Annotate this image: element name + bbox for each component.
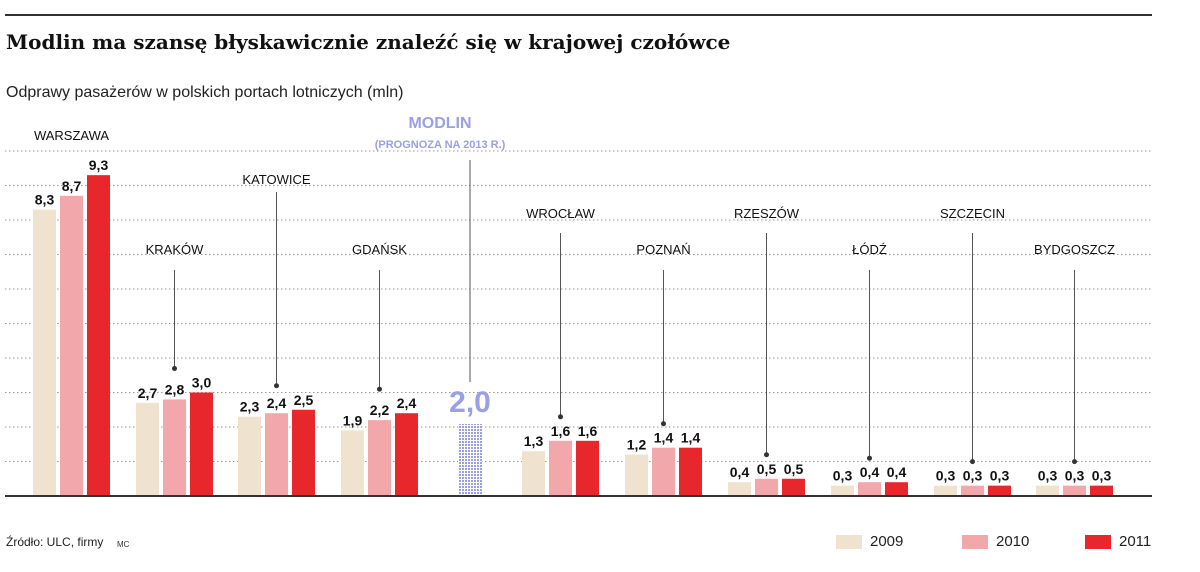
data-label: 8,7 <box>62 178 82 194</box>
leader-dot <box>764 452 769 458</box>
bar-2009 <box>522 451 545 496</box>
bar-2010 <box>549 440 572 496</box>
bar-2010 <box>368 420 391 496</box>
legend-label-2011: 2011 <box>1119 533 1152 550</box>
bar-2011 <box>885 482 908 496</box>
leader-dot <box>970 459 975 465</box>
category-label: BYDGOSZCZ <box>1034 242 1115 257</box>
leader-dot <box>274 383 279 389</box>
category-label: RZESZÓW <box>734 206 800 221</box>
legend-swatch-2011 <box>1085 535 1111 549</box>
source-note: Źródło: ULC, firmy <box>6 535 104 549</box>
data-label: 1,6 <box>551 423 571 439</box>
bar-2009 <box>1036 485 1059 496</box>
data-label: 9,3 <box>89 157 109 173</box>
bar-2010 <box>755 478 778 496</box>
bar-2009 <box>625 454 648 496</box>
data-label: 2,2 <box>370 402 390 418</box>
chart-title: Modlin ma szansę błyskawicznie znaleźć s… <box>6 30 731 54</box>
data-label: 2,4 <box>267 395 287 411</box>
data-label: 0,5 <box>784 461 804 477</box>
data-label: 1,4 <box>654 430 674 446</box>
data-label: 2,4 <box>397 395 417 411</box>
data-label: 0,4 <box>860 464 880 480</box>
category-label: POZNAŃ <box>636 242 690 257</box>
bar-2009 <box>238 416 261 496</box>
bar-2011 <box>679 447 702 496</box>
data-label: 2,5 <box>294 392 314 408</box>
bar-2010 <box>858 482 881 496</box>
bar-2009 <box>728 482 751 496</box>
bar-2010 <box>60 195 83 496</box>
legend-label-2009: 2009 <box>870 533 904 550</box>
data-label: 0,4 <box>887 464 907 480</box>
data-label: 0,4 <box>730 464 750 480</box>
legend-label-2010: 2010 <box>996 533 1030 550</box>
category-label: KATOWICE <box>242 172 310 187</box>
bar-2011 <box>1090 485 1113 496</box>
data-label: 0,3 <box>963 468 983 484</box>
data-label: 8,3 <box>35 192 55 208</box>
category-label: KRAKÓW <box>146 242 205 257</box>
leader-dot <box>1072 459 1077 465</box>
category-label: SZCZECIN <box>940 206 1005 221</box>
data-label: 1,3 <box>524 433 544 449</box>
data-label: 1,2 <box>627 437 647 453</box>
bar-2009 <box>934 485 957 496</box>
bar-2010 <box>1063 485 1086 496</box>
legend-swatch-2009 <box>836 535 862 549</box>
data-label: 2,3 <box>240 399 260 415</box>
category-sublabel-modlin: (PROGNOZA NA 2013 R.) <box>375 139 506 151</box>
top-rule <box>5 14 1152 16</box>
leader-dot <box>661 421 666 427</box>
data-label: 0,3 <box>936 468 956 484</box>
data-label: 1,4 <box>681 430 701 446</box>
bar-2009 <box>33 209 56 496</box>
data-label: 0,3 <box>1092 468 1112 484</box>
data-label: 0,3 <box>1038 468 1058 484</box>
legend-swatch-2010 <box>962 535 988 549</box>
data-label: 0,5 <box>757 461 777 477</box>
bar-2011 <box>292 409 315 496</box>
leader-dot <box>172 366 177 371</box>
bar-2009 <box>341 430 364 496</box>
data-label: 1,6 <box>578 423 598 439</box>
bar-2011 <box>395 413 418 496</box>
data-label: 2,7 <box>138 385 158 401</box>
chart-subtitle: Odprawy pasażerów w polskich portach lot… <box>6 84 404 101</box>
bar-2011 <box>87 175 110 496</box>
leader-dot <box>558 414 563 420</box>
data-label: 3,0 <box>192 375 212 391</box>
bar-2009 <box>136 402 159 496</box>
data-label: 0,3 <box>1065 468 1085 484</box>
forecast-value-label: 2,0 <box>449 386 491 419</box>
data-label: 0,3 <box>833 468 853 484</box>
bar-2011 <box>988 485 1011 496</box>
data-label: 1,9 <box>343 412 363 428</box>
forecast-bar-modlin <box>458 424 482 496</box>
bar-2010 <box>265 413 288 496</box>
category-label-modlin: MODLIN <box>408 115 471 132</box>
bar-2010 <box>652 447 675 496</box>
category-label: WARSZAWA <box>34 128 109 143</box>
category-label: GDAŃSK <box>352 242 407 257</box>
bar-2011 <box>576 440 599 496</box>
leader-dot <box>377 386 382 392</box>
author-credit: MC <box>117 540 130 549</box>
category-label: WROCŁAW <box>526 206 596 221</box>
leader-dot <box>867 455 872 461</box>
bar-2010 <box>961 485 984 496</box>
bar-2011 <box>782 478 805 496</box>
bar-2009 <box>831 485 854 496</box>
bar-2010 <box>163 399 186 496</box>
data-label: 0,3 <box>990 468 1010 484</box>
category-label: ŁÓDŹ <box>852 242 887 257</box>
bar-2011 <box>190 392 213 496</box>
data-label: 2,8 <box>165 381 185 397</box>
